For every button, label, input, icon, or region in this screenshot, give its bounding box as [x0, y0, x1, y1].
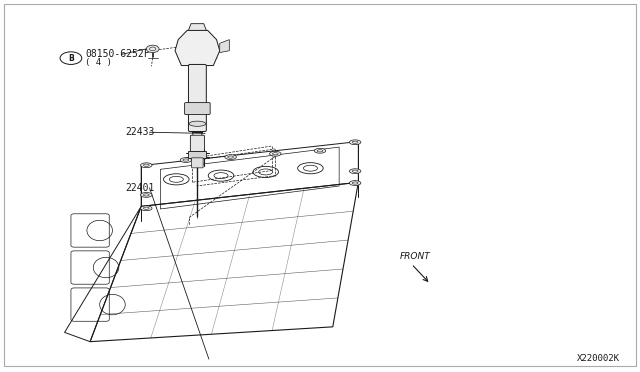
Circle shape	[147, 45, 159, 52]
Ellipse shape	[349, 140, 361, 145]
Ellipse shape	[225, 155, 236, 160]
Ellipse shape	[141, 206, 152, 211]
Ellipse shape	[314, 148, 326, 153]
Ellipse shape	[141, 192, 152, 197]
Text: B: B	[68, 54, 74, 62]
Text: FRONT: FRONT	[400, 252, 431, 261]
FancyBboxPatch shape	[188, 151, 206, 158]
Text: X220002K: X220002K	[577, 354, 620, 363]
Polygon shape	[188, 24, 206, 31]
Polygon shape	[175, 31, 220, 65]
Text: 22433: 22433	[125, 127, 155, 137]
Text: 22401: 22401	[125, 183, 155, 193]
Ellipse shape	[349, 169, 361, 174]
Ellipse shape	[180, 158, 191, 163]
FancyBboxPatch shape	[188, 64, 206, 132]
Ellipse shape	[189, 121, 205, 126]
Polygon shape	[220, 39, 229, 52]
Text: ( 4 ): ( 4 )	[85, 58, 112, 67]
FancyBboxPatch shape	[191, 158, 203, 168]
Ellipse shape	[349, 181, 361, 186]
FancyBboxPatch shape	[190, 135, 204, 151]
Text: 08150-6252F: 08150-6252F	[85, 49, 150, 60]
Ellipse shape	[269, 151, 281, 156]
Ellipse shape	[141, 163, 152, 168]
FancyBboxPatch shape	[184, 103, 210, 115]
